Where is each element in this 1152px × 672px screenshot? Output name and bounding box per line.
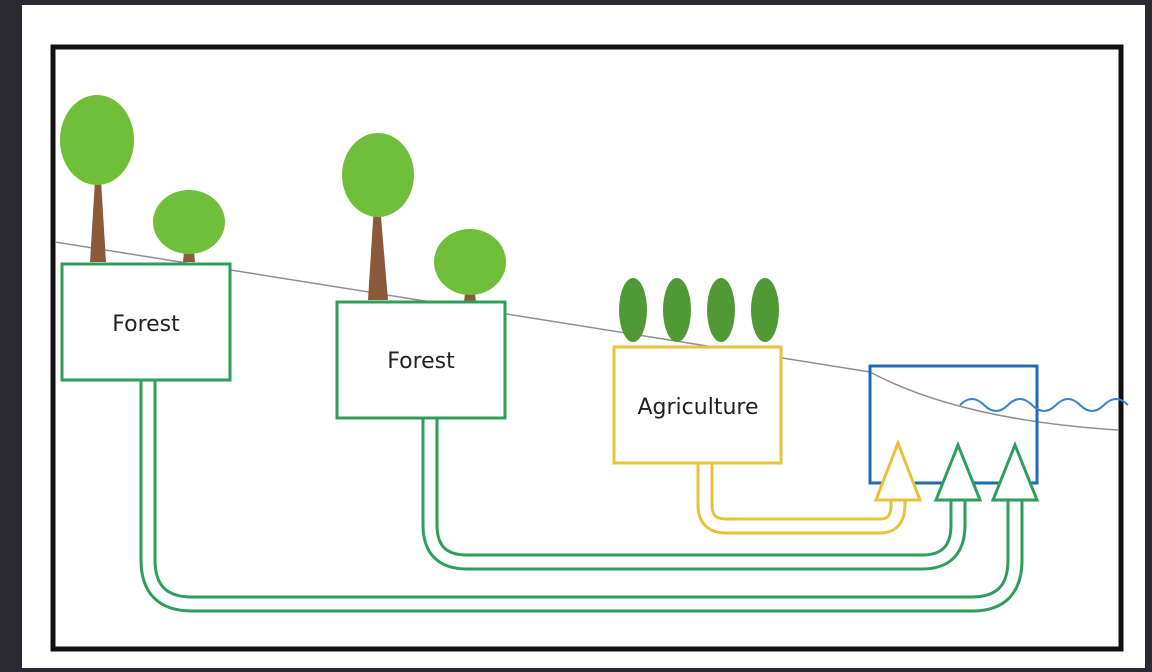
node-label: Forest	[387, 349, 455, 374]
arrowhead	[933, 440, 983, 502]
flow-agriculture-inner	[699, 463, 904, 532]
crops	[619, 278, 779, 342]
canopy	[342, 133, 414, 217]
forest-box	[60, 262, 232, 382]
trunk	[368, 205, 388, 300]
crop	[751, 278, 779, 342]
node-label: Agriculture	[638, 395, 759, 420]
crop	[707, 278, 735, 342]
trees	[60, 95, 506, 302]
arrowhead	[873, 438, 923, 502]
slope-line	[54, 241, 1119, 431]
water-wave	[959, 398, 1129, 412]
flow-forest-1-inner	[142, 380, 1021, 610]
canopy	[60, 95, 134, 185]
crop	[663, 278, 691, 342]
flows	[139, 380, 1024, 613]
forest-box	[335, 300, 507, 420]
canopy	[153, 190, 225, 254]
crop	[619, 278, 647, 342]
canopy	[434, 229, 506, 295]
agriculture-box	[612, 345, 783, 465]
arrowhead	[990, 440, 1040, 502]
flow-forest-2-inner	[424, 418, 964, 568]
node-label: Forest	[112, 312, 180, 337]
trunk	[90, 180, 106, 262]
